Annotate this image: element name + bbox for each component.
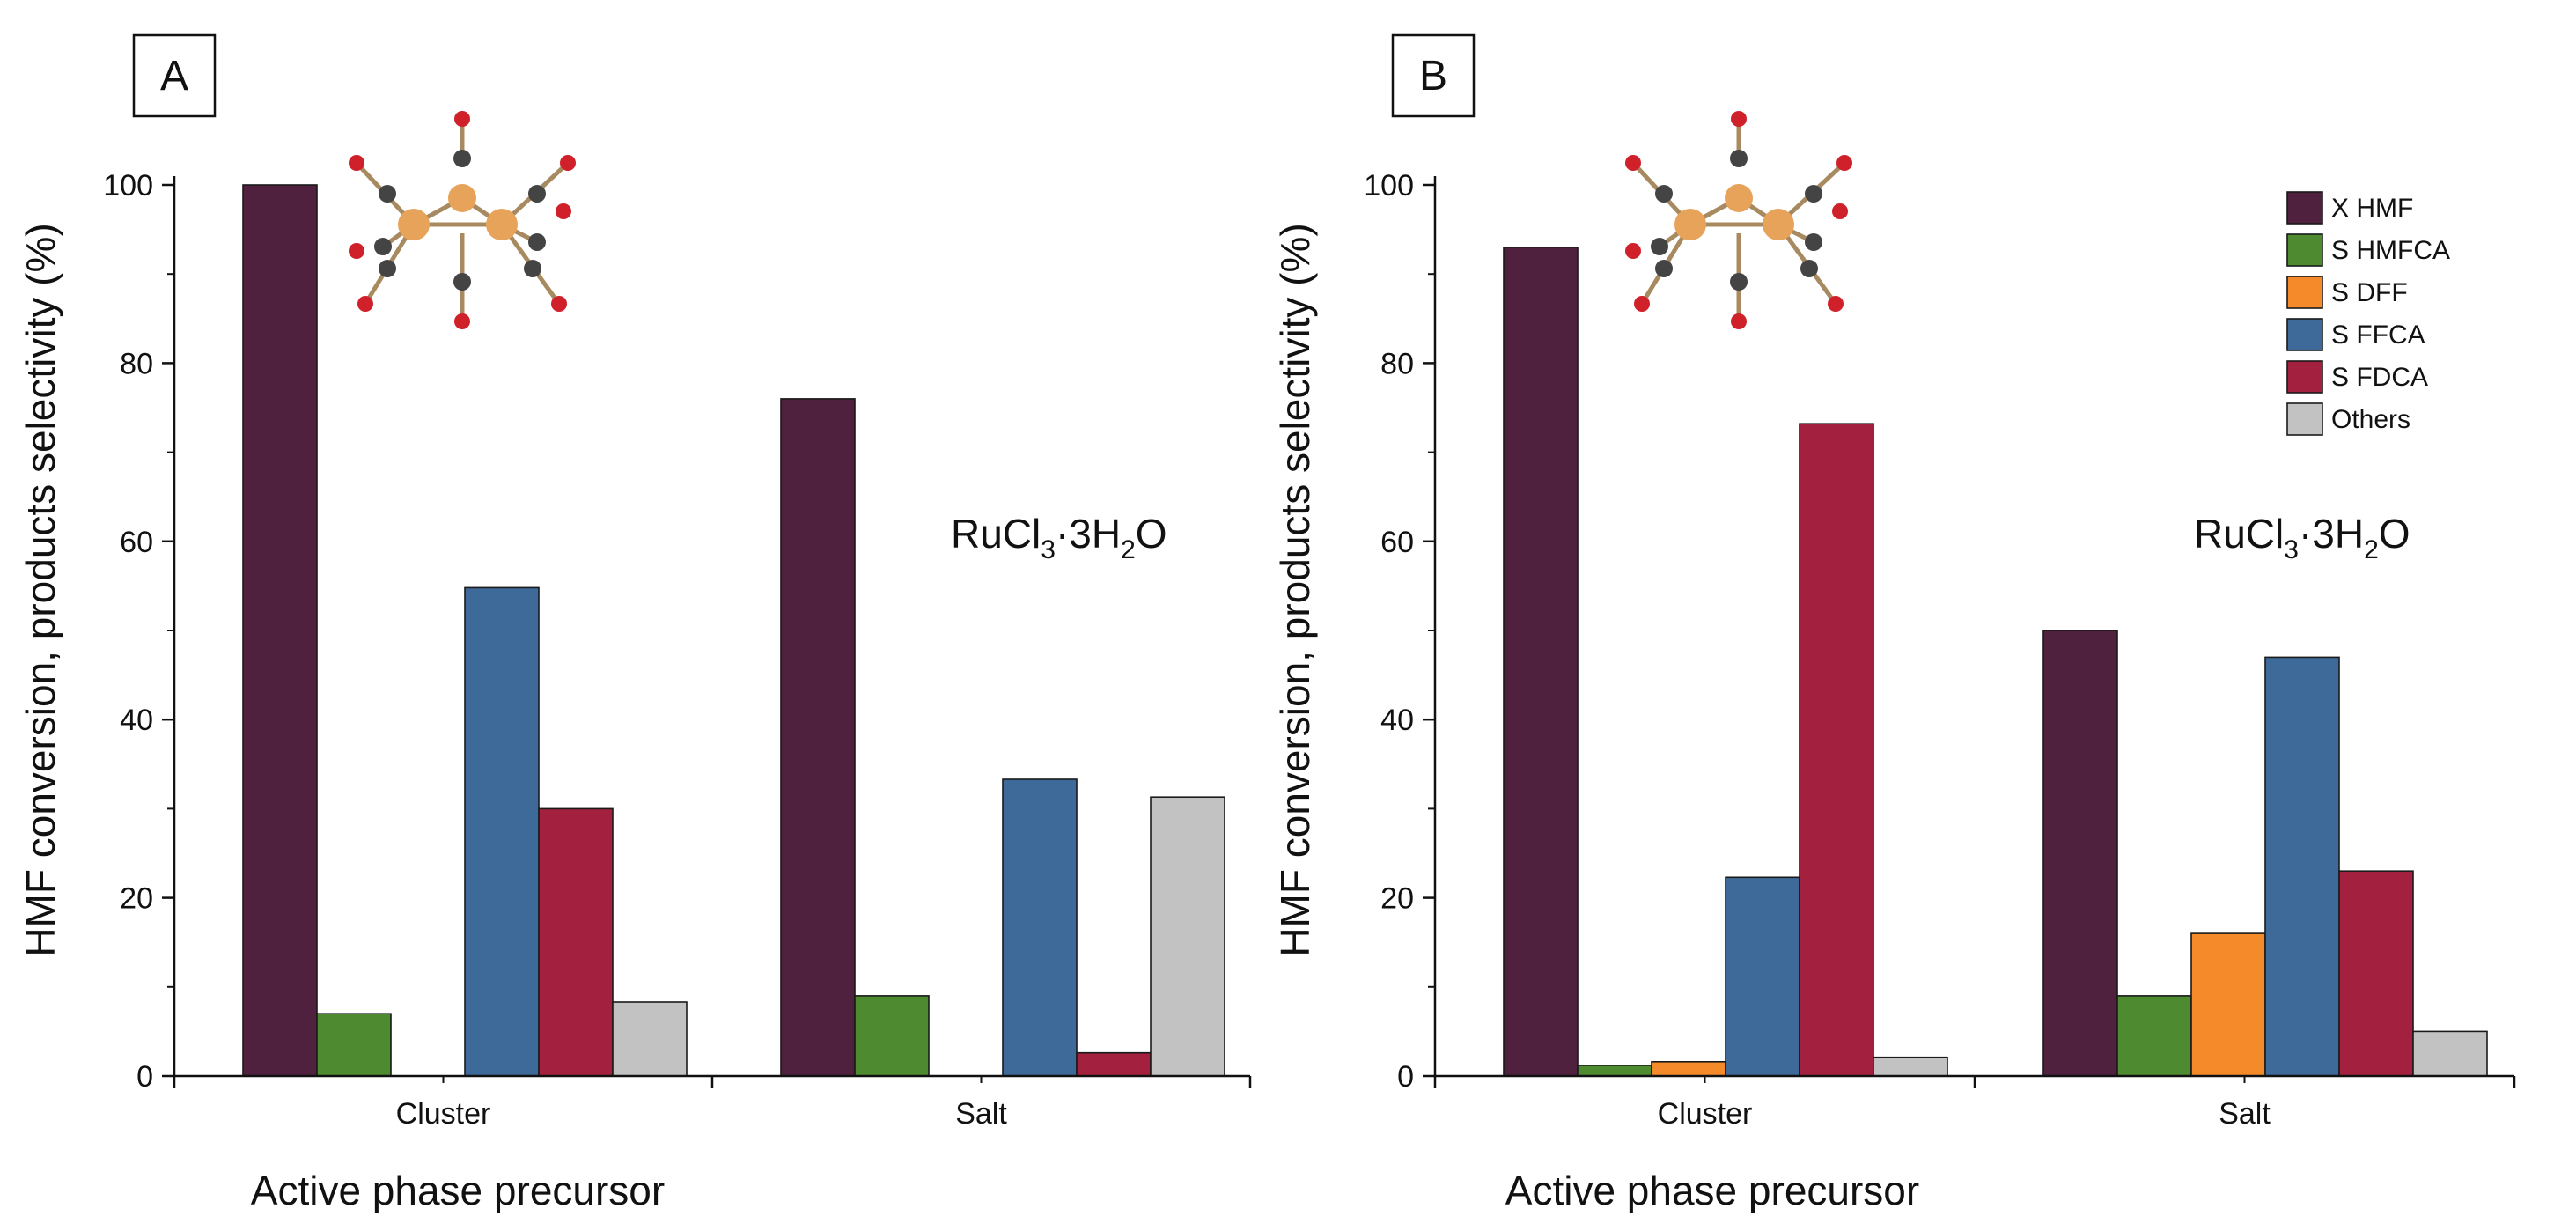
bar-s-fdca-cluster [538,807,614,1077]
legend-label: S FFCA [2331,321,2425,350]
legend-swatch [2286,360,2323,394]
bar-s-ffca-salt [1002,778,1078,1077]
x-category-label: Salt [2219,1097,2271,1131]
legend: X HMF S HMFCA S DFF S FFCA S FDCA Others [2286,191,2450,436]
annotation-sub-3: 3 [1041,535,1056,564]
annotation-middle: ·3H [2299,511,2364,557]
bar-others-cluster [1873,1056,1948,1077]
panel-b: B [1272,33,2516,1213]
x-category-label: Salt [955,1097,1007,1131]
bar-x-hmf-cluster [242,184,318,1077]
y-tick-label: 0 [136,1060,153,1094]
legend-label: X HMF [2331,194,2413,223]
panel-b-label-box [1391,33,1476,118]
y-tick-label: 60 [120,526,153,559]
legend-swatch [2286,276,2323,309]
legend-label: S FDCA [2331,363,2428,392]
annotation-sub-3: 3 [2284,535,2299,564]
x-category-label: Cluster [1658,1097,1753,1131]
annotation-end: O [1136,511,1167,557]
panel-b-y-axis-title: HMF conversion, products selectivity (%) [1272,223,1318,956]
panel-a-annotation: RuCl3·3H2O [951,511,1167,564]
panel-b-x-axis-title: Active phase precursor [1505,1168,1919,1213]
panel-a-y-axis-title: HMF conversion, products selectivity (%) [18,223,63,956]
y-tick-label: 40 [120,704,153,737]
legend-swatch [2286,191,2323,225]
bar-x-hmf-cluster [1503,246,1579,1077]
bar-s-ffca-cluster [1725,876,1800,1077]
y-tick-label: 100 [1364,169,1414,203]
bar-others-salt [2412,1030,2488,1077]
y-tick-label: 0 [1397,1060,1414,1094]
legend-label: S HMFCA [2331,236,2450,265]
bar-s-hmfca-cluster [1577,1065,1652,1077]
ru-cluster-molecule-illustration [1625,111,1852,329]
bar-s-hmfca-cluster [316,1013,392,1077]
y-tick-label: 80 [120,347,153,380]
ru-cluster-molecule-illustration [349,111,576,329]
legend-swatch [2286,233,2323,267]
y-tick-label: 80 [1380,347,1414,380]
bar-x-hmf-salt [2042,630,2118,1077]
bar-s-dff-cluster [1651,1061,1726,1077]
annotation-sub-2: 2 [2364,535,2379,564]
annotation-middle: ·3H [1056,511,1121,557]
annotation-base: RuCl [2194,511,2284,557]
legend-swatch [2286,402,2323,436]
legend-swatch [2286,318,2323,351]
bar-s-ffca-salt [2264,656,2340,1077]
annotation-base: RuCl [951,511,1041,557]
bar-s-ffca-cluster [464,586,540,1077]
x-category-label: Cluster [396,1097,491,1131]
legend-label: S DFF [2331,278,2408,307]
panel-b-annotation: RuCl3·3H2O [2194,511,2410,564]
bar-s-hmfca-salt [2116,995,2192,1077]
bar-s-dff-salt [2190,932,2266,1077]
bar-s-hmfca-salt [854,995,930,1077]
annotation-end: O [2379,511,2410,557]
panel-a: A [18,33,1252,1213]
y-tick-label: 20 [1380,882,1414,916]
bar-s-fdca-salt [2338,870,2414,1077]
y-tick-label: 40 [1380,704,1414,737]
y-tick-label: 20 [120,882,153,916]
bar-s-fdca-salt [1076,1051,1152,1077]
bar-others-salt [1150,796,1225,1077]
bar-s-fdca-cluster [1799,423,1874,1077]
panel-a-x-axis-title: Active phase precursor [251,1168,665,1213]
panel-a-label-box [132,33,217,118]
legend-label: Others [2331,405,2410,434]
bar-others-cluster [612,1001,688,1077]
panel-b-label: B [1419,53,1447,100]
y-tick-label: 100 [103,169,153,203]
panel-a-label: A [160,53,188,100]
y-tick-label: 60 [1380,526,1414,559]
annotation-sub-2: 2 [1121,535,1136,564]
bar-x-hmf-salt [780,398,856,1077]
